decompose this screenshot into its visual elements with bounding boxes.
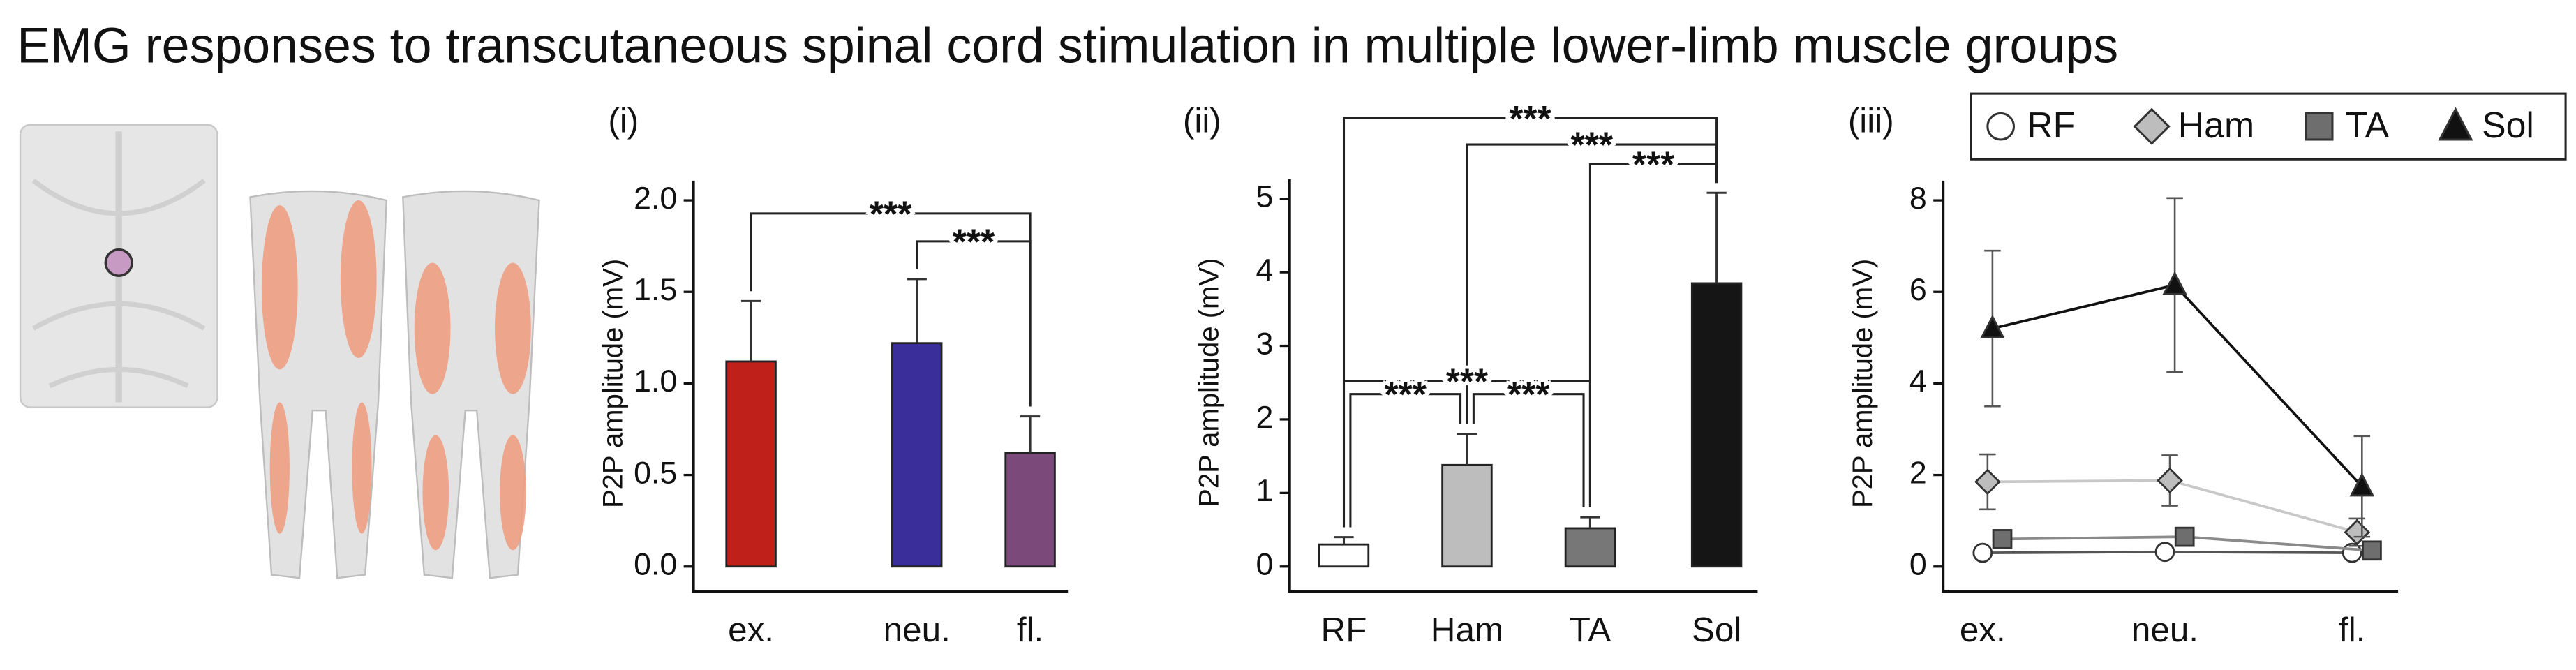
anatomy-illustration	[19, 124, 540, 579]
legend-marker	[2438, 107, 2473, 141]
legend-box	[1970, 92, 2567, 161]
x-tick-label: RF	[1321, 611, 1367, 649]
point	[2162, 271, 2187, 295]
x-tick-label: TA	[1570, 611, 1611, 649]
y-tick-label: 4	[1909, 364, 1927, 399]
legend-marker	[2133, 107, 2171, 145]
legend-marker	[1986, 112, 2016, 141]
error-bar	[1580, 516, 1600, 528]
significance-bracket	[1349, 393, 1462, 528]
x-tick-label: ex.	[728, 611, 774, 649]
legend-label: Ham	[2178, 105, 2254, 145]
panel-label: (ii)	[1183, 102, 1221, 140]
point	[2157, 467, 2183, 494]
axes	[1288, 179, 1758, 593]
series-line	[1992, 283, 2363, 488]
x-tick-label: ex.	[1960, 611, 2006, 649]
bar	[1690, 282, 1743, 568]
point	[2344, 519, 2371, 546]
point	[2154, 542, 2175, 563]
significance-label: ***	[1385, 374, 1427, 415]
y-tick-label: 1	[1256, 474, 1273, 508]
significance-label: ***	[1632, 144, 1675, 185]
legend-label: RF	[2027, 105, 2075, 145]
error-bar	[1334, 536, 1354, 545]
significance-bracket	[1342, 380, 1591, 528]
y-axis-label: P2P amplitude (mV)	[1193, 258, 1224, 507]
point	[1992, 529, 2013, 549]
point	[2362, 540, 2382, 561]
x-tick-label: fl.	[2339, 611, 2365, 649]
significance-label: ***	[1509, 98, 1551, 139]
axes	[692, 180, 1069, 593]
y-tick-label: 4	[1256, 253, 1273, 288]
error-bar	[1457, 433, 1477, 466]
y-tick-label: 3	[1256, 327, 1273, 361]
error-bar	[1706, 191, 1727, 283]
y-tick-label: 0	[1909, 548, 1927, 582]
y-tick-label: 6	[1909, 273, 1927, 307]
x-tick-label: fl.	[1017, 611, 1043, 649]
bar	[1441, 463, 1493, 568]
significance-label: ***	[953, 221, 995, 262]
y-tick-label: 0	[1256, 548, 1273, 582]
significance-label: ***	[870, 193, 912, 234]
y-tick-label: 0.0	[634, 548, 677, 582]
x-tick-label: Sol	[1692, 611, 1741, 649]
legend-label: Sol	[2482, 105, 2534, 145]
point	[1974, 468, 2001, 496]
y-tick-label: 2.0	[634, 181, 677, 216]
y-axis-label: P2P amplitude (mV)	[1847, 259, 1878, 508]
figure-title: EMG responses to transcutaneous spinal c…	[17, 18, 2118, 74]
axes	[1942, 180, 2399, 593]
panel-label: (iii)	[1848, 102, 1894, 140]
significance-label: ***	[1507, 374, 1550, 415]
panel-label: (i)	[608, 102, 639, 140]
point	[1980, 314, 2005, 339]
y-tick-label: 5	[1256, 180, 1273, 214]
significance-bracket	[1466, 143, 1718, 424]
error-bar	[907, 278, 927, 343]
point	[2174, 526, 2195, 547]
bar	[891, 342, 943, 568]
bar	[1318, 543, 1370, 568]
legend-label: TA	[2346, 105, 2390, 145]
y-tick-label: 2	[1909, 456, 1927, 490]
bar	[1004, 452, 1056, 568]
bar	[1564, 527, 1616, 568]
x-tick-label: Ham	[1431, 611, 1503, 649]
x-tick-label: neu.	[2131, 611, 2198, 649]
significance-label: ***	[1446, 361, 1489, 401]
y-tick-label: 8	[1909, 181, 1927, 216]
significance-bracket	[916, 240, 1032, 407]
error-bar	[740, 299, 761, 362]
y-tick-label: 1.5	[634, 273, 677, 307]
y-tick-label: 1.0	[634, 364, 677, 399]
y-tick-label: 2	[1256, 401, 1273, 435]
x-tick-label: neu.	[884, 611, 951, 649]
significance-bracket	[1588, 163, 1718, 508]
bar	[725, 360, 777, 568]
legend-marker	[2305, 112, 2334, 141]
point	[2349, 472, 2375, 497]
significance-label: ***	[1571, 124, 1614, 165]
point	[1972, 542, 1993, 563]
y-axis-label: P2P amplitude (mV)	[597, 259, 628, 508]
significance-bracket	[1472, 393, 1585, 508]
error-bar	[1020, 415, 1041, 454]
y-tick-label: 0.5	[634, 456, 677, 490]
